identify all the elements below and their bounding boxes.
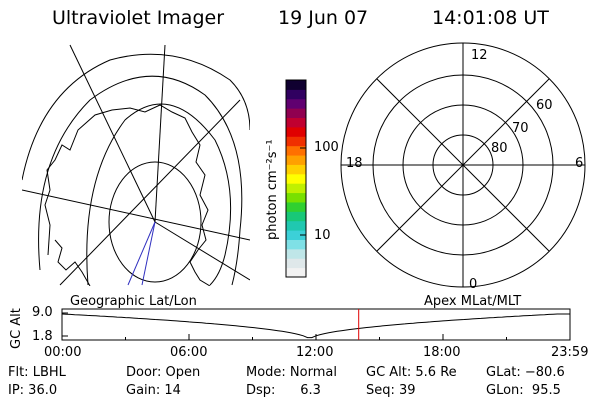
x-tick-label-2359: 23:59 (551, 345, 589, 360)
colorbar-band (286, 155, 306, 165)
left-map-caption: Geographic Lat/Lon (70, 294, 197, 309)
x-tick-label-1200: 12:00 (296, 345, 334, 360)
time-label: 14:01:08 UT (432, 7, 549, 29)
mlt-label-12: 12 (471, 48, 488, 63)
info-gcalt: GC Alt: 5.6 Re (366, 365, 457, 380)
gc-alt-ytick-1-8: 1.8 (32, 329, 53, 344)
info-glat: GLat: −80.6 (486, 365, 565, 380)
date-label: 19 Jun 07 (278, 7, 369, 29)
lat-circle-outermost (22, 53, 250, 181)
info-ip: IP: 36.0 (8, 383, 58, 398)
lat-label-80: 80 (491, 141, 508, 156)
colorbar-band (286, 183, 306, 194)
mlt-label-18: 18 (346, 156, 363, 171)
mlt-label-0: 0 (469, 277, 478, 292)
colorbar-band (286, 80, 306, 90)
colorbar-band (286, 201, 306, 212)
meridian-blue-b (141, 221, 156, 286)
colorbar-frame (285, 79, 307, 278)
colorbar-band (286, 126, 306, 137)
mlt-label-6: 6 (575, 156, 584, 171)
colorbar-band (286, 267, 306, 278)
lon-line-c (154, 44, 166, 223)
lon-line-b (59, 99, 241, 286)
colorbar-label-100: 100 (314, 140, 339, 155)
geographic-map (22, 44, 250, 286)
colorbar-band (286, 192, 306, 203)
lat-label-70: 70 (512, 121, 529, 136)
instrument-title: Ultraviolet Imager (52, 7, 225, 29)
lat-circle-outer (38, 75, 243, 286)
colorbar-band (286, 145, 306, 156)
info-gain: Gain: 14 (126, 383, 181, 398)
lat-label-60: 60 (536, 98, 553, 113)
colorbar-unit: photon cm⁻²s⁻¹ (265, 139, 280, 240)
lon-line-d (69, 44, 156, 223)
colorbar-band (286, 211, 306, 222)
colorbar-band (286, 173, 306, 184)
x-tick-label-0000: 00:00 (44, 345, 82, 360)
info-glon: GLon: 95.5 (486, 383, 561, 398)
info-door: Door: Open (126, 365, 201, 380)
x-tick-label-1800: 18:00 (423, 345, 461, 360)
coastline (44, 104, 211, 286)
gc-alt-ytick-9: 9.0 (32, 305, 53, 320)
lat-circle-inner (108, 161, 202, 283)
colorbar-band (286, 108, 306, 119)
colorbar-band (286, 89, 306, 100)
info-dsp: Dsp: 6.3 (246, 383, 321, 398)
colorbar-band (286, 248, 306, 259)
mlt-line-diag-b (376, 78, 550, 252)
meridian-blue-a (127, 221, 156, 286)
colorbar-band (286, 258, 306, 269)
polar-plot (340, 42, 586, 288)
info-flt: Flt: LBHL (8, 365, 66, 380)
info-mode: Mode: Normal (246, 365, 337, 380)
colorbar-band (286, 239, 306, 250)
colorbar-band (286, 230, 306, 240)
colorbar-label-10: 10 (314, 228, 331, 243)
colorbar-band (286, 136, 306, 147)
coastline-peninsula (54, 239, 91, 286)
info-seq: Seq: 39 (366, 383, 416, 398)
lon-line-a (22, 189, 250, 241)
gc-alt-ylabel: GC Alt (9, 308, 24, 349)
colorbar-band (286, 98, 306, 109)
colorbar (286, 80, 306, 278)
x-tick-label-0600: 06:00 (170, 345, 208, 360)
gc-alt-plot (61, 308, 571, 341)
x-ticks (61, 334, 571, 340)
colorbar-band (286, 117, 306, 128)
colorbar-band (286, 220, 306, 231)
colorbar-band (286, 164, 306, 175)
lat-circle-mid (86, 103, 232, 286)
lon-line-e (154, 221, 250, 281)
right-map-caption: Apex MLat/MLT (424, 294, 522, 309)
